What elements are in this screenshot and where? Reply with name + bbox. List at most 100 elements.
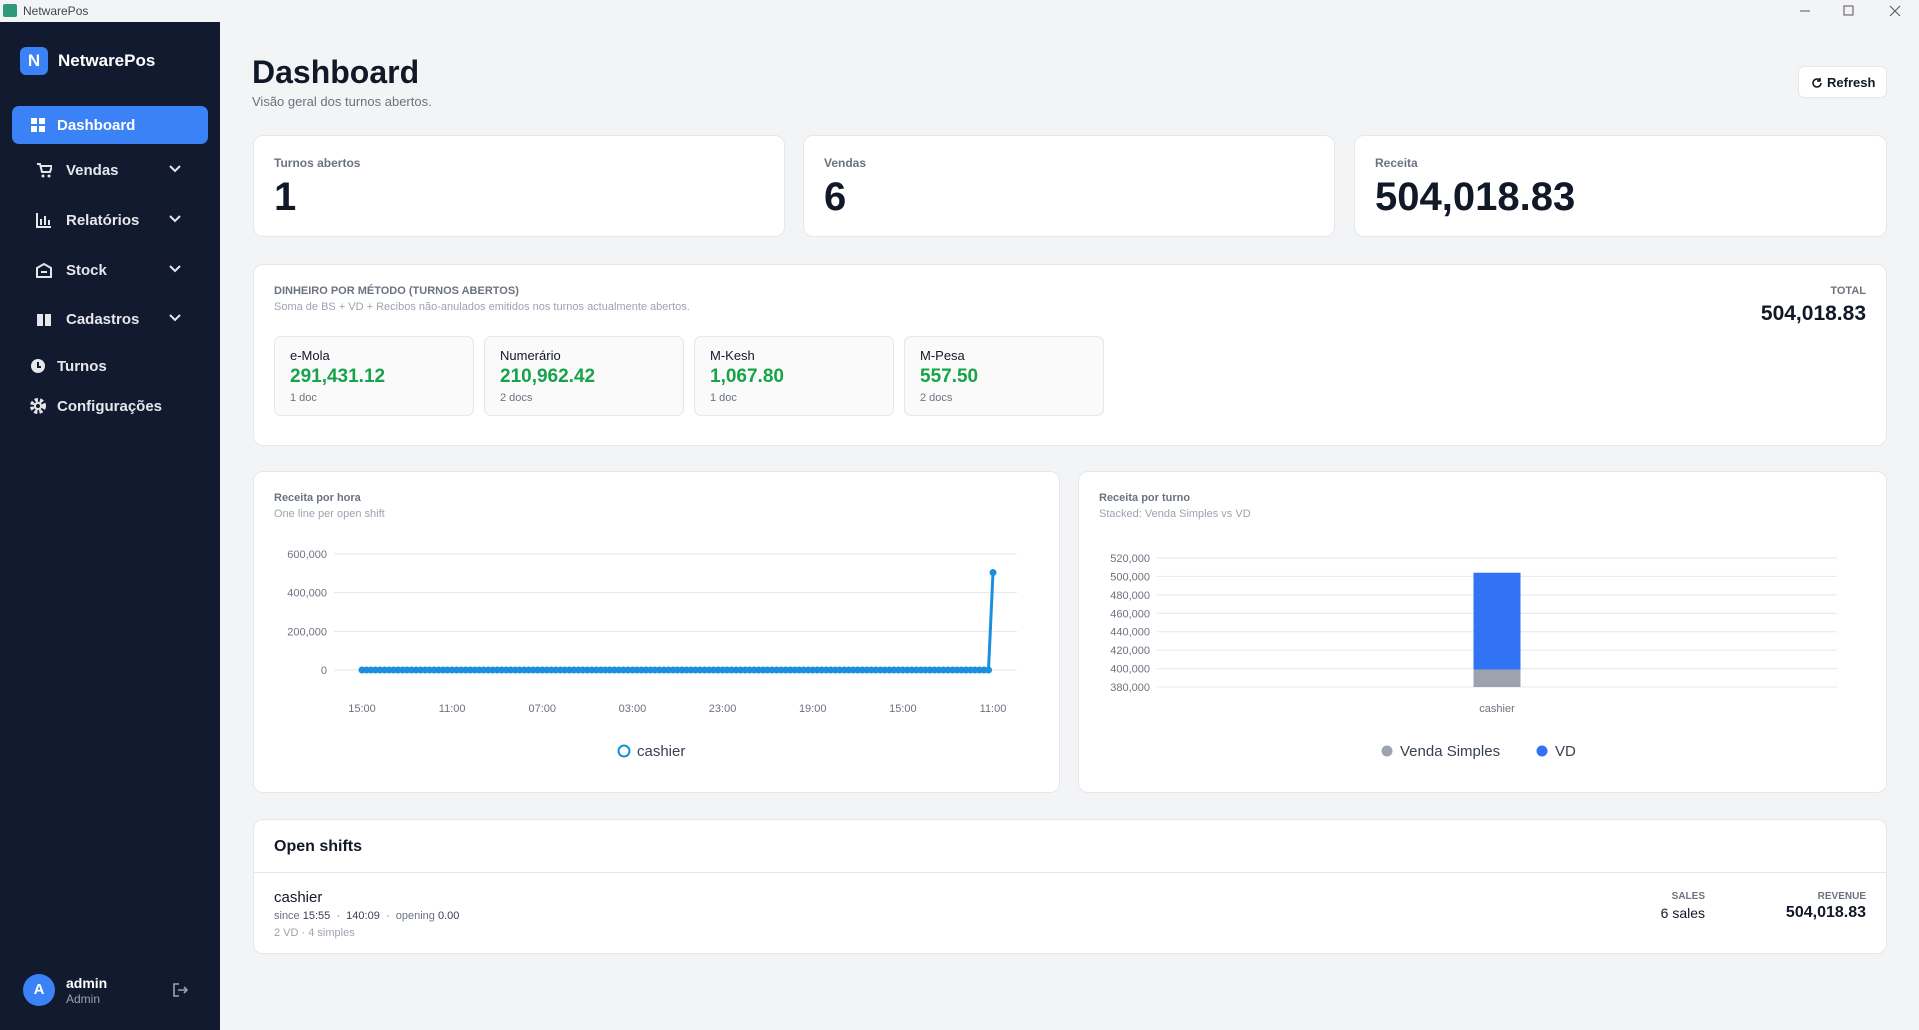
- nav-item[interactable]: Configurações: [12, 387, 208, 425]
- chart-subtitle: One line per open shift: [274, 508, 385, 520]
- bar-chart: 380,000 400,000 420,000 440,000 460,000 480,0…: [1110, 553, 1837, 760]
- user-role: Admin: [66, 992, 101, 1006]
- sidebar: N NetwarePos Dashboard Vendas Relatórios…: [0, 22, 220, 1030]
- brand-name: NetwarePos: [58, 51, 156, 70]
- stat-label: Receita: [1375, 156, 1418, 170]
- shift-name: cashier: [274, 889, 323, 906]
- legend-marker: [617, 744, 631, 758]
- window-controls[interactable]: [1790, 3, 1910, 19]
- user-name: admin: [66, 975, 108, 991]
- y-tick-label: 0: [321, 665, 327, 677]
- page-subtitle: Visão geral dos turnos abertos.: [252, 94, 432, 109]
- nav-item[interactable]: Stock: [12, 251, 208, 289]
- nav-label: Cadastros: [66, 311, 140, 328]
- bar-segment: [1473, 669, 1521, 687]
- stat-card: Receita 504,018.83: [1354, 135, 1887, 237]
- y-tick-label: 500,000: [1110, 571, 1150, 583]
- revenue-label: REVENUE: [1817, 891, 1866, 902]
- refresh-label: Refresh: [1827, 75, 1876, 90]
- methods-subtitle: Soma de BS + VD + Recibos não-anulados e…: [274, 301, 690, 313]
- sales-value: 6 sales: [1660, 905, 1705, 921]
- method-name: M-Pesa: [920, 348, 965, 363]
- legend-label: VD: [1555, 743, 1576, 760]
- logout-button[interactable]: [172, 982, 188, 998]
- nav-label: Turnos: [57, 358, 107, 375]
- data-point: [984, 666, 992, 674]
- legend-label: Venda Simples: [1400, 743, 1500, 760]
- nav-label: Configurações: [57, 398, 163, 415]
- data-point: [989, 569, 997, 577]
- y-tick-label: 460,000: [1110, 608, 1150, 620]
- method-box: e-Mola 291,431.12 1 doc: [274, 336, 474, 416]
- method-box: Numerário 210,962.42 2 docs: [484, 336, 684, 416]
- method-name: M-Kesh: [710, 348, 755, 363]
- nav-item[interactable]: Vendas: [12, 151, 208, 189]
- method-docs: 2 docs: [920, 392, 953, 404]
- nav-item[interactable]: Turnos: [12, 347, 208, 385]
- stat-card: Vendas 6: [803, 135, 1335, 237]
- window-title: NetwarePos: [23, 4, 89, 18]
- revenue-value: 504,018.83: [1785, 904, 1866, 921]
- nav-item[interactable]: Relatórios: [12, 201, 208, 239]
- method-amount: 1,067.80: [710, 366, 784, 387]
- methods-title: DINHEIRO POR MÉTODO (TURNOS ABERTOS): [274, 285, 519, 297]
- nav-label: Dashboard: [57, 117, 136, 134]
- nav-label: Vendas: [66, 162, 119, 179]
- stat-value: 1: [274, 175, 297, 219]
- x-tick-label: 07:00: [529, 703, 557, 715]
- y-tick-label: 520,000: [1110, 553, 1150, 565]
- x-tick-label: 11:00: [439, 703, 466, 715]
- brand-logo: N: [20, 47, 48, 75]
- method-docs: 1 doc: [290, 392, 317, 404]
- stat-card: Turnos abertos 1: [253, 135, 785, 237]
- app-icon: [3, 4, 17, 17]
- sales-label: SALES: [1671, 891, 1705, 902]
- stat-value: 6: [824, 175, 847, 219]
- user-avatar: A: [23, 974, 55, 1006]
- chart-title: Receita por hora: [274, 492, 361, 504]
- total-value: 504,018.83: [1760, 302, 1866, 325]
- chart-card: Receita por hora One line per open shift…: [253, 471, 1060, 793]
- y-tick-label: 600,000: [287, 549, 327, 561]
- y-tick-label: 380,000: [1110, 682, 1150, 694]
- shift-detail: 2 VD · 4 simples: [274, 927, 355, 939]
- legend-marker: [1381, 745, 1393, 757]
- x-tick-label: 15:00: [348, 703, 376, 715]
- methods-card: DINHEIRO POR MÉTODO (TURNOS ABERTOS) Som…: [253, 264, 1887, 446]
- method-box: M-Pesa 557.50 2 docs: [904, 336, 1104, 416]
- y-tick-label: 440,000: [1110, 627, 1150, 639]
- method-docs: 1 doc: [710, 392, 737, 404]
- divider: [254, 872, 1886, 873]
- line-series: [362, 572, 995, 672]
- nav-label: Stock: [66, 262, 107, 279]
- title-bar: NetwarePos: [0, 0, 1919, 22]
- open-shifts-card: Open shifts cashier since 15:55 · 140:09…: [253, 819, 1887, 954]
- x-tick-label: 19:00: [799, 703, 827, 715]
- y-tick-label: 200,000: [287, 626, 327, 638]
- method-amount: 210,962.42: [500, 366, 596, 387]
- legend-label: cashier: [637, 743, 685, 760]
- y-tick-label: 400,000: [287, 588, 327, 600]
- x-tick-label: 03:00: [619, 703, 647, 715]
- x-tick-label: cashier: [1479, 703, 1515, 715]
- nav-item[interactable]: Cadastros: [12, 300, 208, 338]
- method-name: e-Mola: [290, 348, 330, 363]
- method-box: M-Kesh 1,067.80 1 doc: [694, 336, 894, 416]
- x-tick-label: 11:00: [980, 703, 1007, 715]
- y-tick-label: 480,000: [1110, 590, 1150, 602]
- stat-value: 504,018.83: [1375, 175, 1576, 219]
- page-title: Dashboard: [252, 54, 420, 90]
- nav-label: Relatórios: [66, 212, 140, 229]
- refresh-button[interactable]: Refresh: [1798, 66, 1887, 98]
- method-name: Numerário: [500, 348, 561, 363]
- chart-subtitle: Stacked: Venda Simples vs VD: [1099, 508, 1251, 520]
- nav-item[interactable]: Dashboard: [12, 106, 208, 144]
- x-tick-label: 23:00: [709, 703, 737, 715]
- section-title: Open shifts: [274, 838, 363, 855]
- stat-label: Turnos abertos: [274, 156, 361, 170]
- bar-segment: [1473, 572, 1521, 670]
- chart-title: Receita por turno: [1099, 492, 1191, 504]
- line-chart: 0 200,000 400,000 600,000 15:00 11:00 07:00 03:…: [287, 549, 1017, 760]
- x-tick-label: 15:00: [889, 703, 917, 715]
